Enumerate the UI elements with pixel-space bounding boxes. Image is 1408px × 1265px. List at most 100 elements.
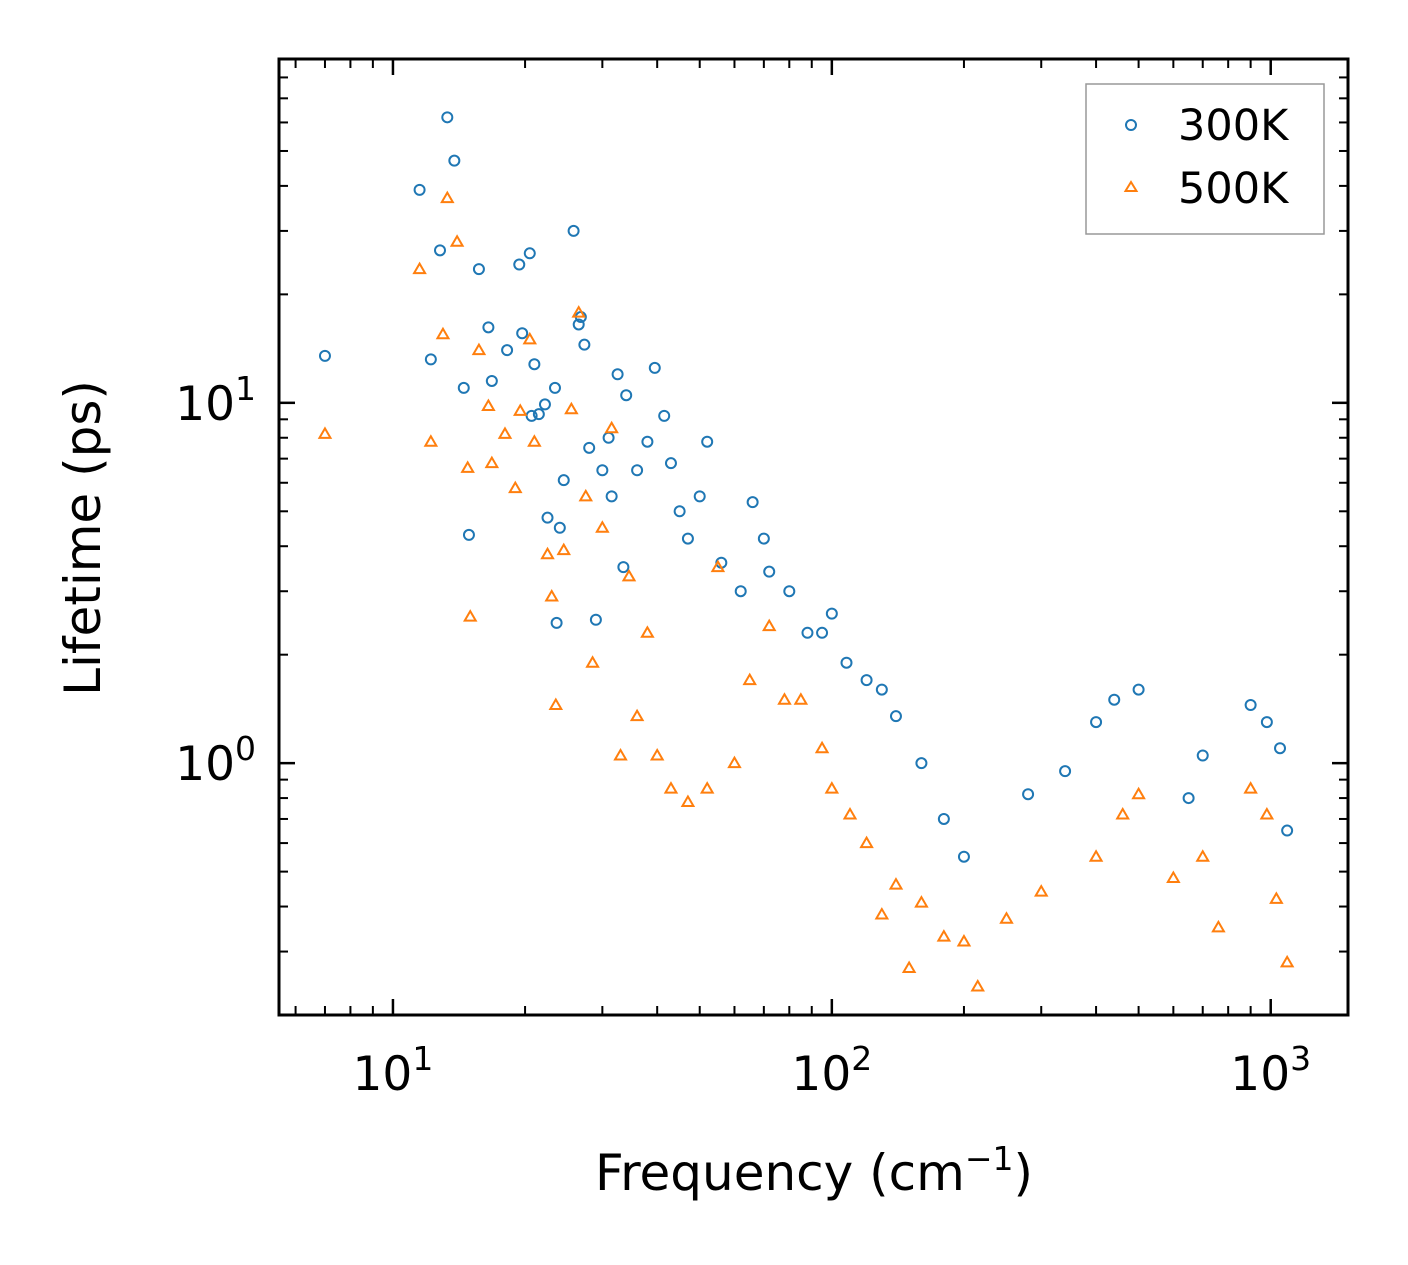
point-300k	[957, 850, 970, 863]
point-300k	[1281, 824, 1294, 837]
point-500k	[663, 781, 679, 794]
point-300k	[1022, 788, 1035, 801]
point-300k	[701, 435, 714, 448]
point-300k	[318, 349, 331, 362]
point-300k	[525, 409, 538, 422]
point-500k	[540, 546, 555, 560]
point-500k	[460, 460, 475, 473]
point-300k	[681, 532, 694, 545]
point-500k	[970, 978, 985, 992]
point-500k	[585, 655, 600, 668]
point-500k	[1195, 849, 1210, 862]
point-300k	[441, 111, 454, 124]
point-500k	[412, 261, 427, 275]
point-300k	[664, 457, 677, 470]
point-300k	[541, 511, 554, 524]
point-300k	[1260, 716, 1273, 729]
point-500k	[956, 933, 972, 947]
point-300k	[557, 474, 570, 487]
point-300k	[550, 616, 563, 629]
point-300k	[734, 585, 747, 598]
point-300k	[1132, 683, 1145, 696]
point-500k	[513, 403, 528, 416]
point-500k	[613, 748, 628, 761]
point-300k	[825, 607, 838, 620]
point-300k	[538, 398, 551, 411]
point-500k	[699, 781, 715, 794]
point-500k	[564, 401, 579, 415]
point-500k	[548, 697, 564, 711]
point-300k	[532, 408, 545, 421]
point-300k	[605, 490, 618, 503]
point-500k	[1033, 884, 1049, 897]
legend-label-500k: 500K	[1178, 164, 1290, 214]
point-300k	[448, 154, 461, 167]
point-300k	[937, 812, 950, 825]
point-500k	[522, 331, 538, 345]
point-300k	[472, 263, 485, 276]
point-300k	[673, 505, 686, 518]
point-500k	[680, 794, 696, 808]
point-500k	[1115, 807, 1130, 820]
point-500k	[556, 542, 571, 556]
point-300k	[482, 321, 495, 334]
point-500k	[440, 190, 455, 204]
point-300k	[589, 613, 602, 626]
point-300k	[915, 757, 928, 770]
point-300k	[513, 258, 526, 271]
legend-marker-300k	[1125, 119, 1137, 131]
point-500k	[710, 559, 726, 573]
point-500k	[793, 692, 809, 705]
point-500k	[471, 342, 487, 356]
point-300k	[648, 361, 661, 374]
point-300k	[693, 490, 706, 503]
point-300k	[1059, 765, 1072, 778]
legend: 300K 500K	[1085, 83, 1325, 235]
point-300k	[424, 353, 437, 366]
point-500k	[888, 877, 904, 890]
data-points	[317, 111, 1295, 992]
point-500k	[462, 609, 478, 622]
legend-label-300k: 300K	[1178, 101, 1290, 151]
point-500k	[742, 672, 757, 686]
point-300k	[1196, 749, 1209, 762]
point-300k	[816, 626, 829, 639]
point-500k	[1243, 781, 1258, 794]
point-300k	[611, 368, 624, 381]
point-300k	[1090, 716, 1103, 729]
point-500k	[761, 618, 777, 632]
point-300k	[763, 565, 776, 578]
point-300k	[1108, 693, 1121, 706]
point-300k	[596, 464, 609, 477]
point-300k	[757, 532, 770, 545]
point-500k	[497, 426, 513, 439]
point-500k	[578, 488, 594, 502]
point-300k	[889, 710, 902, 723]
point-500k	[571, 305, 586, 318]
point-500k	[435, 326, 451, 340]
point-500k	[1259, 807, 1275, 820]
point-500k	[484, 455, 500, 469]
series-500K	[317, 190, 1295, 992]
point-300k	[413, 183, 426, 196]
legend-box	[1085, 83, 1325, 235]
point-500k	[629, 708, 645, 722]
point-300k	[641, 435, 654, 448]
point-500k	[824, 781, 840, 794]
point-500k	[640, 625, 655, 638]
point-500k	[544, 589, 559, 602]
point-500k	[527, 434, 542, 447]
x-tick-label: 103	[1230, 1039, 1311, 1102]
point-500k	[914, 895, 929, 908]
point-500k	[1166, 870, 1181, 884]
point-500k	[859, 835, 874, 849]
point-300k	[631, 464, 644, 477]
x-axis-label: Frequency (cm−1)	[595, 1139, 1033, 1202]
point-300k	[746, 496, 759, 509]
point-500k	[842, 807, 858, 820]
point-500k	[508, 480, 523, 494]
point-500k	[901, 960, 917, 974]
point-500k	[777, 692, 792, 705]
point-500k	[595, 520, 610, 533]
